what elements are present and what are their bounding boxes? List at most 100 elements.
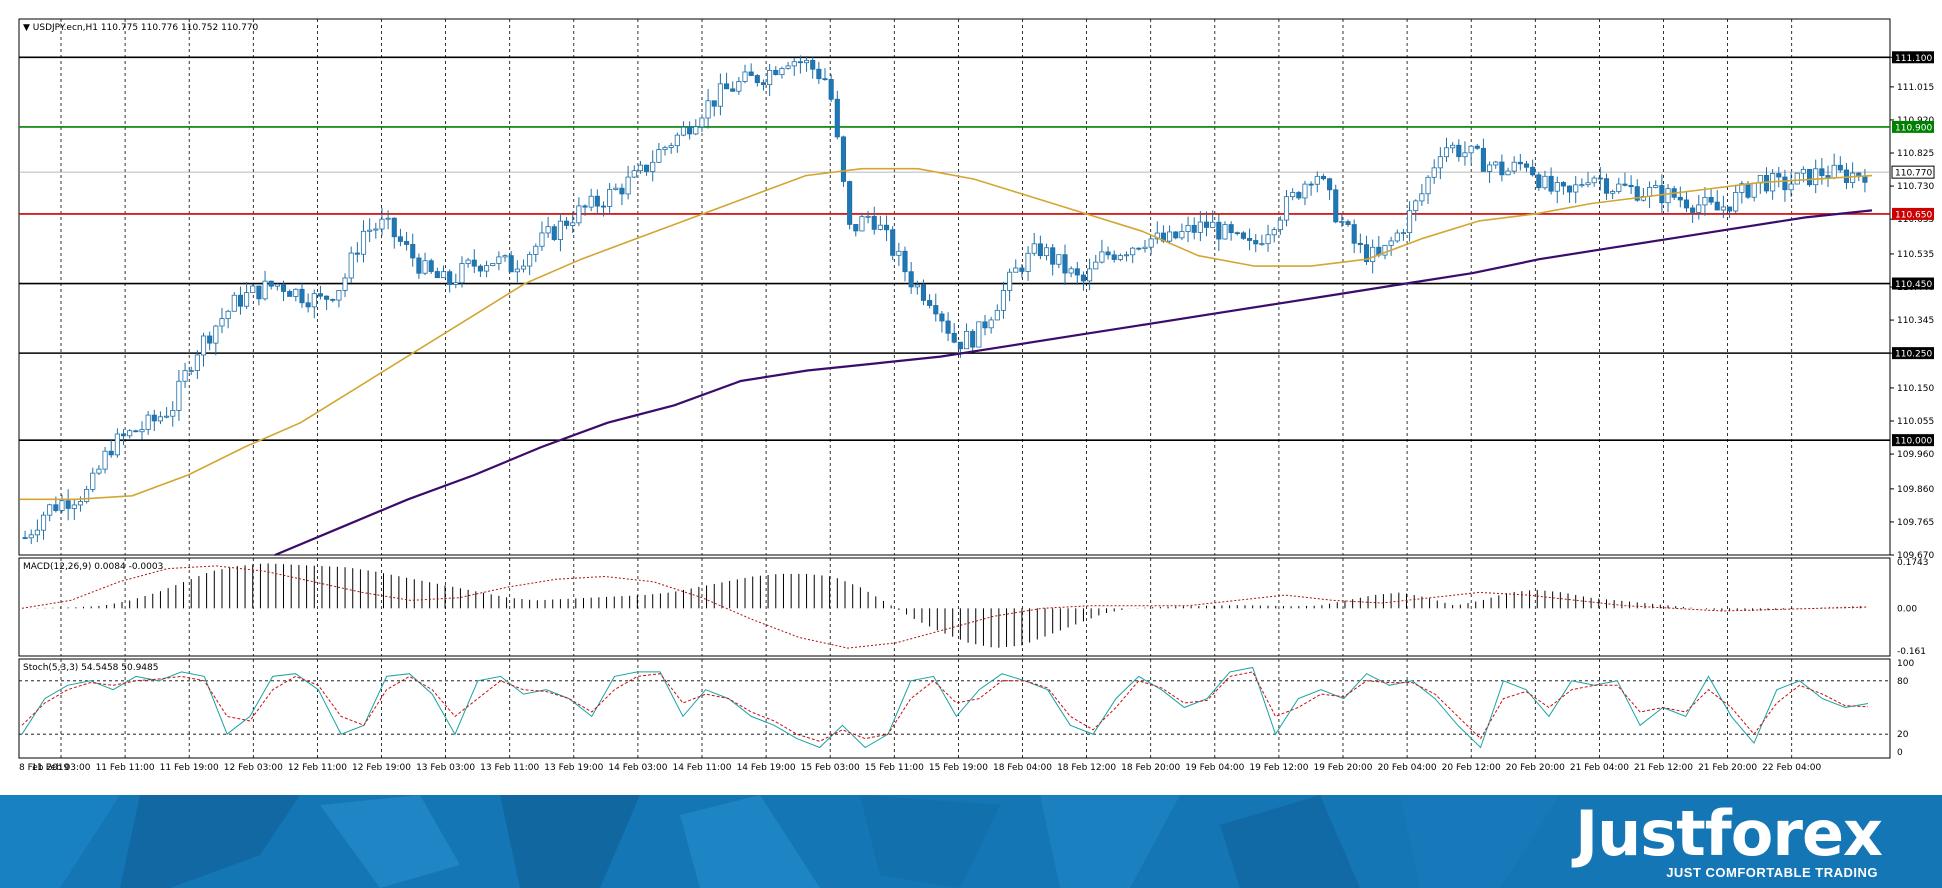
candle-body <box>1105 251 1111 256</box>
candle-body <box>1560 182 1566 187</box>
candle-body <box>1585 182 1591 186</box>
candle-body <box>840 136 847 182</box>
level-price-box <box>1892 207 1934 220</box>
level-price-label: 110.250 <box>1895 350 1932 360</box>
candle-body <box>1517 161 1523 165</box>
candle-body <box>244 292 250 307</box>
candle-body <box>1320 175 1326 180</box>
x-tick-label: 11 Feb 03:00 <box>31 763 90 773</box>
candle-body <box>1000 289 1007 311</box>
candle-body <box>1327 178 1333 191</box>
candle-body <box>1474 145 1480 149</box>
candle-body <box>1357 242 1363 246</box>
candle-body <box>1234 232 1240 235</box>
candle-body <box>982 321 988 329</box>
macd-y-tick-label: -0.161 <box>1897 647 1926 657</box>
candle-body <box>650 161 656 172</box>
candle-body <box>625 176 631 195</box>
candle-body <box>1720 206 1726 211</box>
candle-body <box>1480 147 1486 172</box>
candle-body <box>680 126 687 136</box>
candle-body <box>1247 238 1253 241</box>
candle-body <box>164 415 170 418</box>
candle-body <box>379 218 385 230</box>
candle-body <box>1573 184 1579 193</box>
candle-body <box>656 149 662 163</box>
candle-body <box>1813 168 1819 186</box>
candle-body <box>114 433 120 456</box>
moving-average-slow <box>274 209 1873 557</box>
candle-body <box>1043 247 1050 257</box>
candle-body <box>1800 168 1806 174</box>
candle-body <box>1031 243 1037 254</box>
x-tick-label: 12 Feb 03:00 <box>224 763 283 773</box>
candle-body <box>533 245 539 255</box>
candle-body <box>59 500 65 511</box>
candle-body <box>1806 168 1813 186</box>
candle-body <box>453 282 459 285</box>
candle-body <box>373 228 379 231</box>
candle-body <box>1240 232 1246 239</box>
candle-body <box>139 429 145 433</box>
y-tick-label: 110.825 <box>1897 149 1934 159</box>
candle-body <box>1093 261 1099 270</box>
candle-body <box>859 216 865 232</box>
candle-body <box>594 195 600 207</box>
stoch-y-tick-label: 20 <box>1897 730 1909 740</box>
candle-body <box>1050 247 1056 265</box>
candle-body <box>434 271 440 279</box>
candle-body <box>133 430 139 433</box>
candle-body <box>404 241 410 245</box>
candle-body <box>108 450 114 456</box>
candle-body <box>890 229 896 256</box>
candle-body <box>1708 197 1714 203</box>
y-tick-label: 109.670 <box>1897 551 1934 561</box>
candle-body <box>1087 268 1093 282</box>
candle-body <box>293 288 299 297</box>
level-price-label: 110.650 <box>1895 210 1932 220</box>
candle-body <box>705 100 711 119</box>
candle-body <box>1683 199 1690 209</box>
candle-body <box>1222 224 1228 240</box>
candle-body <box>1733 192 1739 212</box>
candle-body <box>40 514 47 531</box>
candle-body <box>1203 221 1210 228</box>
candle-body <box>865 215 871 218</box>
candle-body <box>791 61 797 67</box>
candle-body <box>120 433 127 437</box>
candle-body <box>1216 221 1222 240</box>
candle-body <box>1462 152 1468 158</box>
candle-body <box>1579 184 1585 187</box>
candle-body <box>305 302 311 308</box>
x-tick-label: 15 Feb 11:00 <box>865 763 924 773</box>
candle-body <box>1536 174 1542 189</box>
candle-body <box>588 195 594 208</box>
candle-body <box>188 370 194 372</box>
candle-body <box>34 529 40 536</box>
candle-body <box>145 414 151 430</box>
candle-body <box>582 205 588 208</box>
candle-body <box>803 59 810 64</box>
candle-body <box>1628 184 1634 188</box>
candle-body <box>927 300 933 306</box>
candle-body <box>262 280 268 300</box>
candle-body <box>1007 271 1013 291</box>
macd-y-tick-label: 0.00 <box>1897 604 1917 614</box>
candle-body <box>311 293 317 308</box>
candle-body <box>1296 192 1302 199</box>
stoch-signal-line <box>21 671 1869 742</box>
candle-body <box>1634 186 1640 201</box>
candle-body <box>1443 147 1450 158</box>
candle-body <box>1290 192 1296 198</box>
stoch-title: Stoch(5,3,3) 54.5458 50.9485 <box>23 663 158 673</box>
candle-body <box>730 88 736 92</box>
candle-body <box>127 430 133 437</box>
candle-body <box>237 294 243 307</box>
banner-pattern <box>0 795 1560 888</box>
candle-body <box>1345 221 1351 225</box>
y-tick-label: 110.055 <box>1897 417 1934 427</box>
candle-body <box>1388 240 1394 246</box>
candle-body <box>687 126 693 135</box>
candle-body <box>182 370 188 382</box>
candle-body <box>1339 221 1345 223</box>
